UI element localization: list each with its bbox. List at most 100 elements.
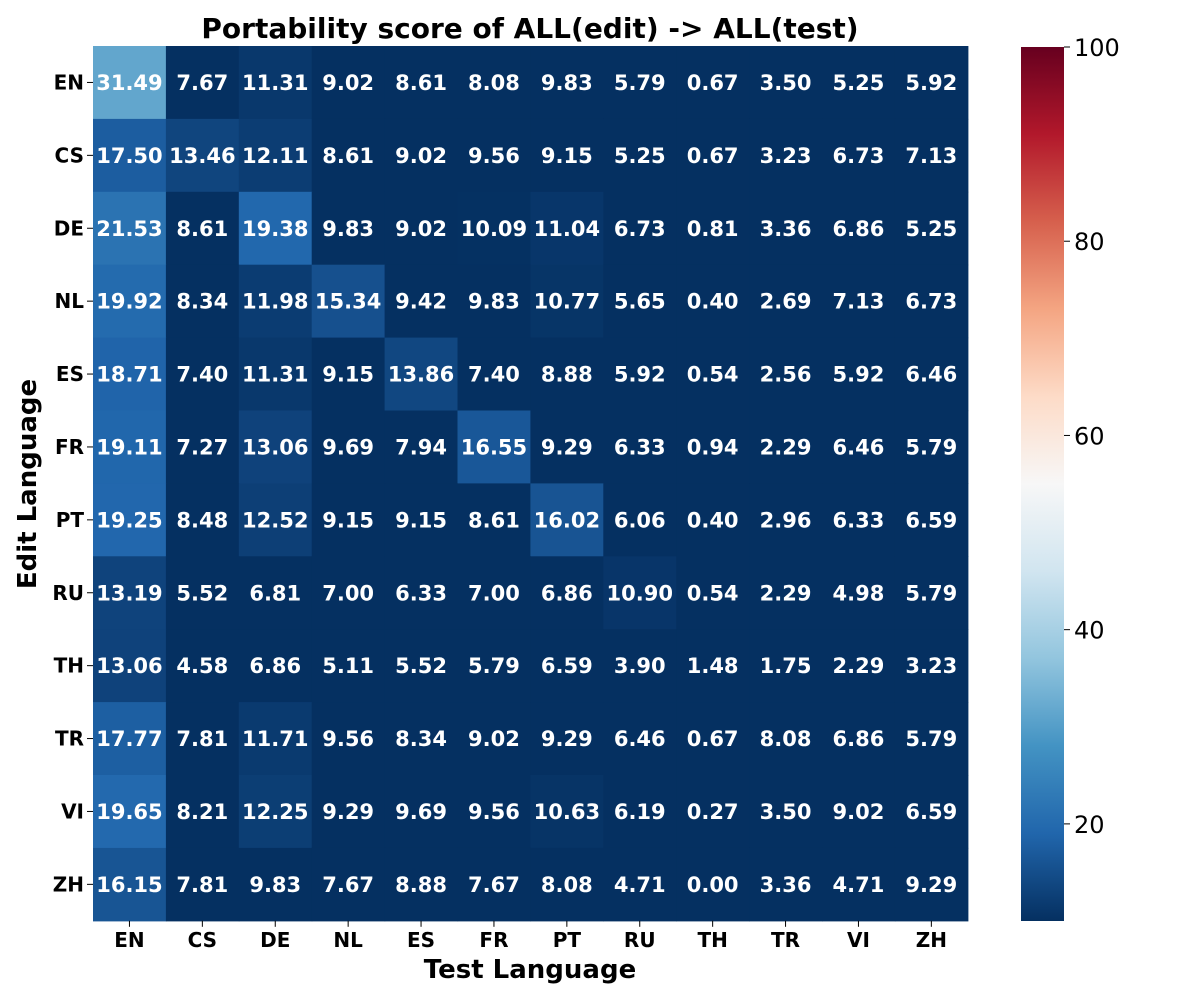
- heatmap-cell-TR-TH: [676, 702, 750, 776]
- cell-value-label: 9.56: [322, 727, 374, 751]
- heatmap-cell-NL-ES: [384, 264, 459, 339]
- heatmap-cell-NL-DE: [238, 264, 313, 339]
- heatmap-cell-TR-NL: [311, 702, 386, 776]
- x-tick-label: NL: [333, 928, 363, 952]
- cell-value-label: 9.02: [468, 727, 520, 751]
- heatmap-cell-EN-VI: [822, 46, 896, 120]
- cell-value-label: 19.65: [96, 800, 162, 824]
- heatmap-cell-TH-VI: [822, 629, 896, 703]
- heatmap-cell-PT-DE: [238, 483, 313, 557]
- heatmap-cell-VI-DE: [238, 775, 313, 849]
- cell-value-label: 3.50: [760, 800, 812, 824]
- cell-value-label: 7.81: [176, 727, 228, 751]
- heatmap-cell-ES-TR: [749, 337, 823, 412]
- heatmap-cell-ZH-CS: [165, 847, 240, 922]
- x-axis-label: Test Language: [424, 955, 636, 985]
- heatmap-cell-FR-ES: [384, 410, 459, 484]
- heatmap-cell-ZH-ES: [384, 847, 459, 922]
- heatmap-cell-RU-ES: [384, 556, 459, 630]
- heatmap-cell-CS-ES: [384, 118, 459, 193]
- cell-value-label: 9.29: [541, 435, 593, 459]
- heatmap-cell-TR-RU: [603, 702, 677, 776]
- heatmap-cell-ZH-ZH: [894, 847, 969, 922]
- cell-value-label: 7.67: [176, 71, 228, 95]
- colorbar-tick-label: 20: [1074, 811, 1105, 839]
- cell-value-label: 15.34: [315, 290, 381, 314]
- cell-value-label: 9.42: [395, 290, 447, 314]
- heatmap-cell-TR-DE: [238, 702, 313, 776]
- cell-value-label: 8.48: [176, 508, 228, 532]
- cell-value-label: 5.25: [833, 71, 885, 95]
- heatmap-cell-FR-PT: [530, 410, 604, 484]
- cell-value-label: 0.40: [687, 508, 739, 532]
- heatmap-cell-VI-ES: [384, 775, 459, 849]
- cell-value-label: 5.52: [176, 581, 228, 605]
- heatmap-cell-TR-CS: [165, 702, 240, 776]
- colorbar: 20 40 60 80 100: [1021, 34, 1120, 921]
- heatmap-cell-RU-TR: [749, 556, 823, 630]
- heatmap-cell-RU-DE: [238, 556, 313, 630]
- cell-value-label: 5.79: [905, 581, 957, 605]
- heatmap-cell-DE-EN: [93, 191, 167, 266]
- heatmap-cell-FR-EN: [93, 410, 167, 484]
- heatmap-cell-EN-DE: [238, 46, 313, 120]
- cell-value-label: 12.11: [242, 144, 308, 168]
- y-tick-label: ES: [56, 362, 84, 386]
- heatmap-cell-VI-CS: [165, 775, 240, 849]
- heatmap-cell-ES-ZH: [894, 337, 969, 412]
- heatmap-cell-DE-TH: [676, 191, 750, 266]
- heatmap-cell-CS-VI: [822, 118, 896, 193]
- heatmap-cell-PT-NL: [311, 483, 386, 557]
- heatmap-cell-FR-TR: [749, 410, 823, 484]
- heatmap-cell-ZH-TR: [749, 847, 823, 922]
- cell-value-label: 5.79: [905, 435, 957, 459]
- x-tick-label: DE: [260, 928, 290, 952]
- cell-value-label: 5.79: [905, 727, 957, 751]
- cell-value-label: 6.73: [614, 217, 666, 241]
- cell-value-label: 31.49: [96, 71, 162, 95]
- heatmap-cell-NL-EN: [93, 264, 167, 339]
- heatmap-cell-EN-RU: [603, 46, 677, 120]
- cell-value-label: 9.83: [468, 290, 520, 314]
- cell-value-label: 4.71: [614, 873, 666, 897]
- x-tick-label: ES: [407, 928, 435, 952]
- y-tick-label: TR: [55, 727, 84, 751]
- heatmap-cell-RU-PT: [530, 556, 604, 630]
- heatmap-cell-DE-NL: [311, 191, 386, 266]
- heatmap-cell-TR-FR: [457, 702, 531, 776]
- cell-value-label: 7.13: [905, 144, 957, 168]
- cell-value-label: 5.79: [614, 71, 666, 95]
- heatmap-cell-ZH-TH: [676, 847, 750, 922]
- cell-value-label: 8.61: [176, 217, 228, 241]
- cell-value-label: 6.46: [905, 363, 957, 387]
- heatmap-cell-PT-FR: [457, 483, 531, 557]
- cell-value-label: 21.53: [96, 217, 162, 241]
- heatmap-cell-ZH-EN: [93, 847, 167, 922]
- heatmap-cell-PT-TR: [749, 483, 823, 557]
- cell-value-label: 10.77: [534, 290, 600, 314]
- cell-value-label: 4.71: [833, 873, 885, 897]
- cell-value-label: 0.54: [687, 581, 739, 605]
- heatmap-cell-TR-ES: [384, 702, 459, 776]
- cell-value-label: 8.34: [176, 290, 228, 314]
- y-tick-label: CS: [55, 143, 84, 167]
- heatmap-cell-CS-EN: [93, 118, 167, 193]
- cell-value-label: 16.55: [461, 435, 527, 459]
- cell-value-label: 5.25: [905, 217, 957, 241]
- heatmap-cell-NL-VI: [822, 264, 896, 339]
- heatmap-cell-ES-DE: [238, 337, 313, 412]
- y-axis-ticks: EN CS DE NL ES FR PT RU TH TR VI ZH: [52, 70, 93, 896]
- heatmap-cell-ZH-DE: [238, 847, 313, 922]
- cell-value-label: 6.19: [614, 800, 666, 824]
- cell-value-label: 9.29: [905, 873, 957, 897]
- cell-value-label: 8.61: [395, 71, 447, 95]
- cell-value-label: 0.94: [687, 435, 739, 459]
- x-tick-label: FR: [479, 928, 508, 952]
- cell-value-label: 7.13: [833, 290, 885, 314]
- cell-value-label: 9.83: [249, 873, 301, 897]
- cell-value-label: 19.11: [96, 435, 162, 459]
- heatmap-cell-DE-ES: [384, 191, 459, 266]
- heatmap-cell-EN-TH: [676, 46, 750, 120]
- cell-value-label: 2.56: [760, 363, 812, 387]
- heatmap-cell-VI-TR: [749, 775, 823, 849]
